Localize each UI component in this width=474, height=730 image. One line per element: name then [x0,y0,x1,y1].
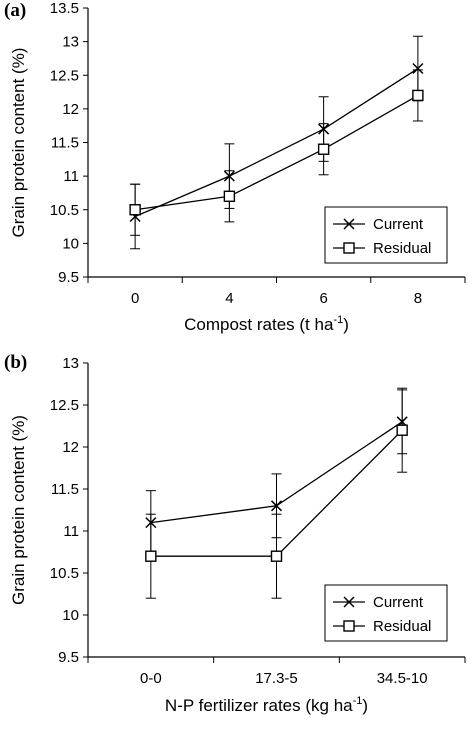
x-axis-label-sup: -1 [353,695,363,707]
x-axis-label-close: ) [362,696,368,715]
y-tick-label: 12 [62,439,79,456]
y-tick-label: 10 [62,607,79,624]
legend-label: Residual [373,618,431,635]
legend-label: Current [373,594,424,611]
data-point-square-marker [145,550,157,562]
series-line-residual [135,94,419,211]
x-tick-label: 17.3-5 [255,670,298,687]
legend-square-marker [343,620,355,632]
data-point-square-marker [129,204,141,216]
panel-label: (b) [4,352,27,373]
y-tick-label: 11 [63,523,79,540]
legend: Current Residual [324,206,448,264]
data-point-square-marker [317,143,330,155]
y-tick-label: 10 [62,235,79,252]
data-point-square-marker [396,424,408,436]
y-tick-label: 9.5 [58,269,79,286]
x-tick-label: 6 [319,290,327,307]
chart-panel-a: (a) 9.5 10 10.5 11 11.5 12 12.5 13 13.5 0 4 6 8 Compos… [4,0,466,334]
x-axis-label-sup: -1 [333,314,343,326]
y-tick-label: 9.5 [58,649,79,666]
y-tick-label: 12.5 [50,67,79,84]
legend-x-marker [343,596,355,608]
chart-panel-b: (b) 9.5 10 10.5 11 11.5 12 12.5 13 0-0 17.3-5 34.5-… [4,352,466,715]
y-tick-label: 10.5 [50,565,79,582]
y-tick-label: 10.5 [50,202,79,219]
legend-x-marker [343,218,355,230]
legend-label: Residual [373,240,431,257]
y-tick-label: 13 [62,355,79,372]
series-residual [129,69,424,236]
series-line-current [134,67,419,218]
y-axis-label: Grain protein content (%) [9,48,28,238]
x-tick-label: 4 [225,290,233,307]
data-point-x-marker [270,500,283,512]
data-point-square-marker [412,89,424,102]
y-tick-label: 12.5 [50,397,79,414]
legend-label: Current [373,216,424,233]
y-tick-label: 11.5 [51,135,79,152]
data-point-square-marker [270,550,283,562]
x-tick-label: 8 [414,290,422,307]
y-axis-label: Grain protein content (%) [9,415,28,605]
data-point-x-marker [412,62,424,75]
data-point-square-marker [223,190,236,203]
x-tick-label: 34.5-10 [377,670,428,687]
x-axis-label-close: ) [343,315,349,334]
x-axis-label-text: Compost rates (t ha [184,315,334,334]
x-tick-label: 0-0 [140,670,162,687]
series-residual [145,387,408,599]
x-tick-label: 0 [131,290,139,307]
x-axis-label: N-P fertilizer rates (kg ha-1) [165,695,368,715]
legend-square-marker [343,242,355,254]
y-tick-label: 11.5 [51,481,79,498]
y-tick-label: 13 [62,34,79,51]
legend: Current Residual [324,584,448,642]
y-tick-label: 12 [62,101,79,118]
y-tick-label: 11 [63,168,79,185]
y-tick-label: 13.5 [50,0,79,17]
x-axis-label-text: N-P fertilizer rates (kg ha [165,696,353,715]
x-axis-label: Compost rates (t ha-1) [184,314,349,334]
panel-label: (a) [4,0,26,21]
